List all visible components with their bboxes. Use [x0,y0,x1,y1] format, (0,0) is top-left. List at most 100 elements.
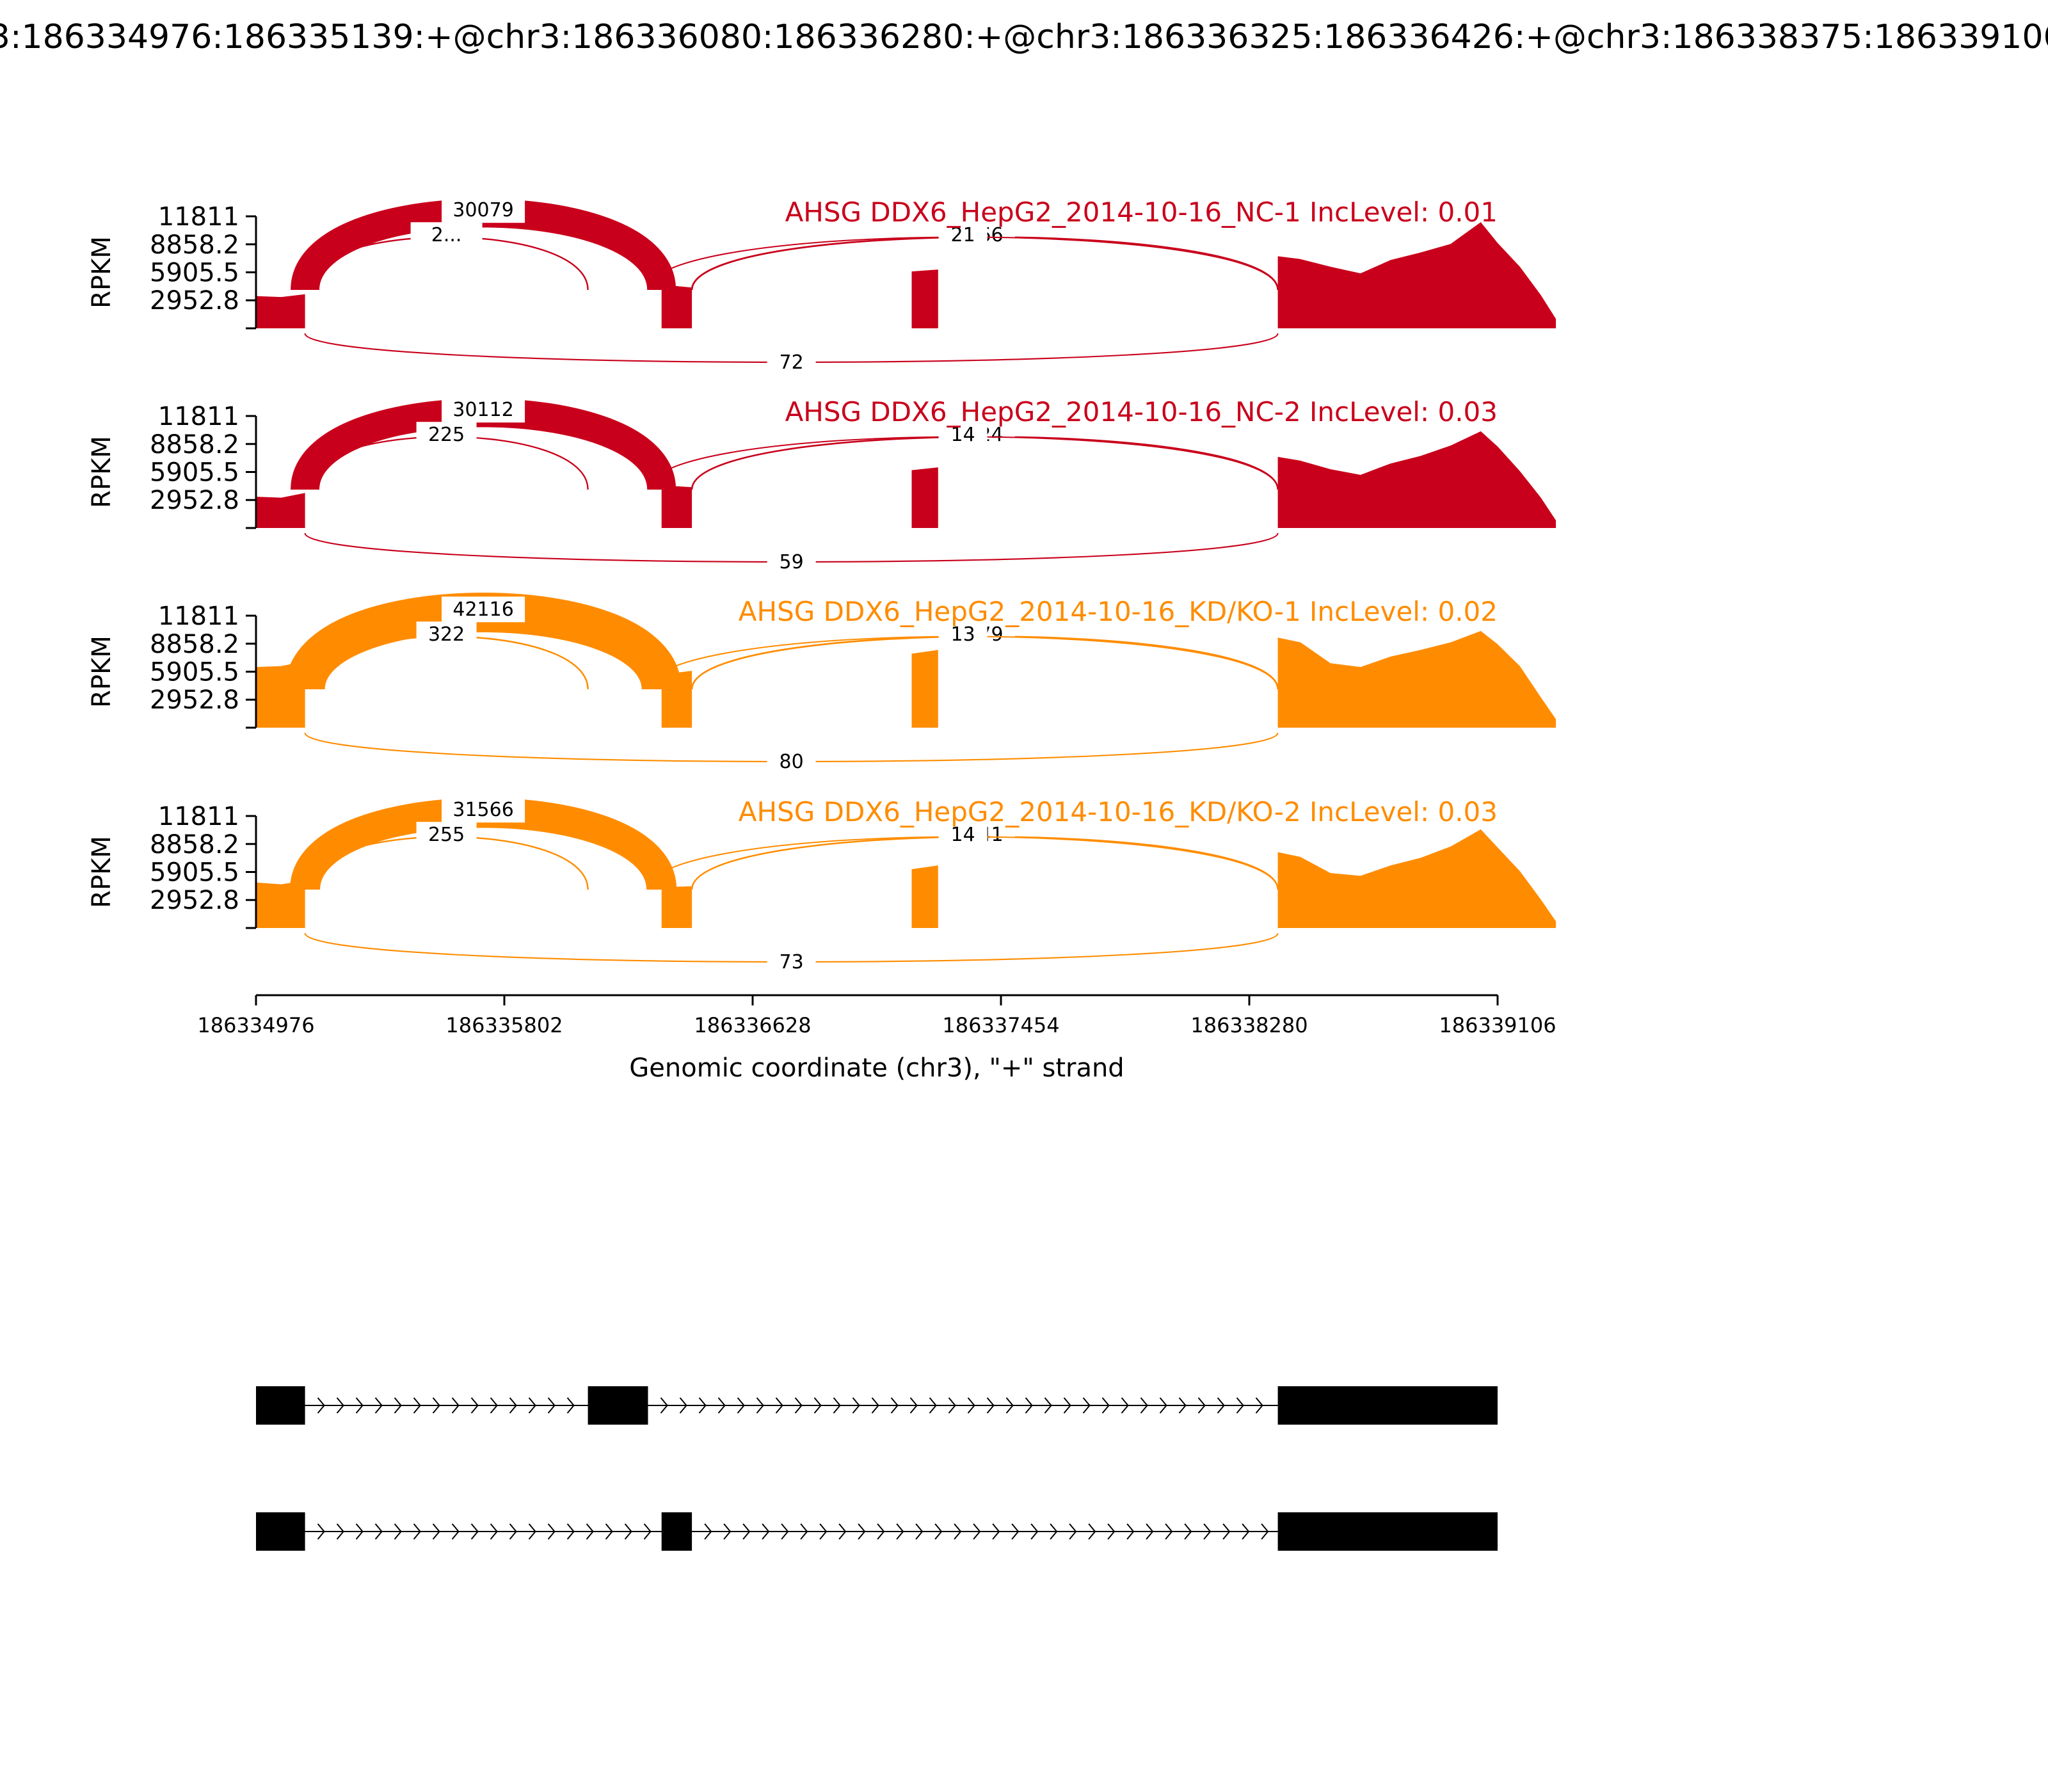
junction-label-bg [767,749,816,774]
coverage-exon3 [1277,829,1556,928]
strand-arrow [490,1523,498,1540]
junction-count-label: 21 [951,224,975,246]
y-tick-label: 11811 [158,802,239,831]
isoform-2 [256,1512,1498,1551]
strand-arrow [624,1523,632,1540]
y-tick-label: 8858.2 [150,230,239,260]
strand-arrow [1063,1397,1071,1414]
coverage-exon1 [256,880,305,928]
strand-arrow [948,1397,956,1414]
y-tick-label: 11811 [158,602,239,631]
strand-arrow [909,1397,918,1414]
junction-label-bg [938,422,988,448]
strand-arrow [1050,1523,1058,1540]
strand-arrow [833,1397,841,1414]
junction-label-bg [938,222,988,248]
junction-count-label: 73 [780,951,804,973]
y-axis-label: RPKM [87,236,116,308]
junction-count-label: 2... [431,224,462,246]
strand-arrow [605,1523,613,1540]
strand-arrow [698,1397,707,1414]
strand-arrow [1082,1397,1091,1414]
strand-arrow [1255,1397,1263,1414]
strand-arrow [1107,1523,1116,1540]
isoform-1 [256,1386,1498,1425]
junction-label-bg [416,422,477,448]
strand-arrow [1261,1523,1269,1540]
strand-arrow [1184,1523,1192,1540]
strand-arrow [413,1397,421,1414]
y-tick-label: 11811 [158,202,239,232]
strand-arrow [1140,1397,1148,1414]
junction-label-bg [938,822,988,848]
strand-arrow [394,1523,402,1540]
junction-count-label: 14 [951,424,975,446]
strand-arrow [432,1397,440,1414]
strand-arrow [915,1523,924,1540]
junction-arc [291,398,676,492]
y-tick-label: 8858.2 [150,430,239,460]
junction-label-bg [442,397,525,423]
strand-arrow [679,1397,687,1414]
junction-count-label: 30112 [452,399,513,421]
y-tick-label: 5905.5 [150,858,239,888]
y-tick-label: 2952.8 [150,486,239,515]
junction-count-label: 322 [428,623,465,646]
coverage-exon3 [1277,630,1556,728]
strand-arrow [660,1397,668,1414]
track-1: 300792...56621722952.85905.58858.211811R… [87,196,1556,375]
strand-arrow [1005,1397,1014,1414]
junction-label-bg [416,822,477,848]
strand-arrow [643,1523,652,1540]
junction-count-label: 59 [780,551,804,573]
junction-count-label: 42116 [452,598,513,621]
track-title: AHSG DDX6_HepG2_2014-10-16_NC-2 IncLevel… [785,396,1498,428]
strand-arrow [509,1523,517,1540]
coverage-exon3 [1277,431,1556,528]
strand-arrow [1088,1523,1096,1540]
coverage-exon2 [661,284,692,328]
strand-arrow [819,1523,828,1540]
exon-block [256,1512,305,1551]
strand-arrow [1217,1397,1225,1414]
strand-arrow [470,1523,479,1540]
exon-block [256,1386,305,1425]
strand-arrow [967,1397,975,1414]
strand-arrow [317,1523,325,1540]
strand-arrow [1242,1523,1250,1540]
strand-arrow [838,1523,847,1540]
strand-arrow [775,1397,783,1414]
y-axis-label: RPKM [87,836,116,908]
x-tick-label: 186339106 [1439,1013,1556,1037]
junction-count-label: 14 [951,824,975,846]
strand-arrow [451,1523,460,1540]
strand-arrow [1165,1523,1173,1540]
strand-arrow [813,1397,822,1414]
strand-arrow [973,1523,981,1540]
junction-label-bg [442,797,525,823]
strand-arrow [1044,1397,1052,1414]
chart-title: chr3:186334976:186335139:+@chr3:18633608… [0,18,2048,56]
exon-block [1277,1512,1498,1551]
junction-count-label: 13 [951,623,975,646]
strand-arrow [871,1397,879,1414]
track-2: 3011222542414592952.85905.58858.211811RP… [87,396,1556,575]
strand-arrow [704,1523,712,1540]
strand-arrow [1069,1523,1077,1540]
strand-arrow [929,1397,937,1414]
strand-arrow [509,1397,517,1414]
junction-arc [285,593,682,692]
strand-arrow [762,1523,770,1540]
strand-arrow [1146,1523,1154,1540]
junction-label-bg [767,349,816,375]
strand-arrow [547,1523,556,1540]
y-tick-label: 5905.5 [150,259,239,288]
junction-arc [290,797,677,892]
strand-arrow [490,1397,498,1414]
coverage-exon1 [256,493,305,528]
strand-arrow [547,1397,556,1414]
x-tick-label: 186336628 [694,1013,811,1037]
x-tick-label: 186335802 [445,1013,563,1037]
strand-arrow [992,1523,1000,1540]
